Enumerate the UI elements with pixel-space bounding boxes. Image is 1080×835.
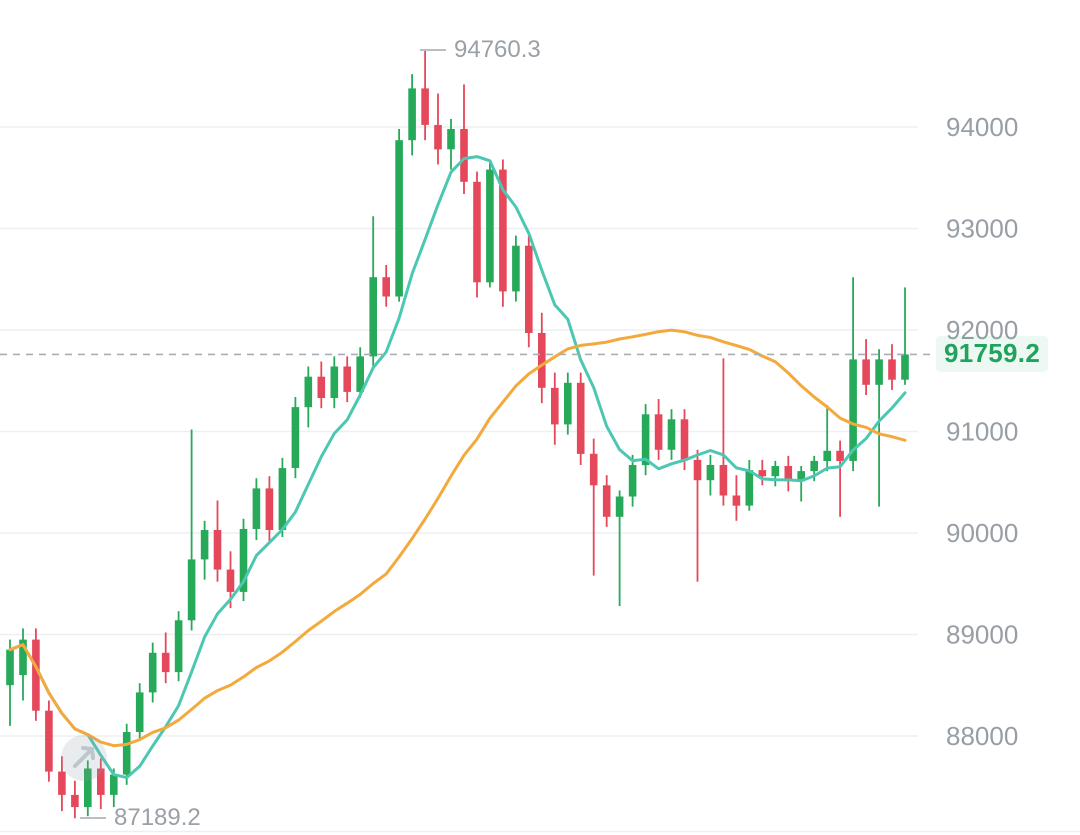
- candle-down: [888, 359, 896, 380]
- candle-up: [745, 470, 754, 506]
- session-low-annotation: 87189.2: [80, 803, 201, 833]
- candle-up: [849, 359, 857, 461]
- candle-down: [161, 652, 170, 673]
- candle-up: [810, 460, 818, 472]
- candle-down: [589, 453, 598, 486]
- candle-down: [654, 414, 663, 450]
- y-axis-tick-label: 90000: [946, 518, 1018, 548]
- exchange-watermark-icon: [58, 732, 110, 784]
- session-high-annotation: 94760.3: [420, 35, 541, 65]
- candle-up: [239, 529, 248, 592]
- candle-up: [875, 359, 883, 385]
- candle-down: [58, 771, 66, 795]
- candle-up: [148, 652, 157, 693]
- candle-up: [200, 530, 209, 560]
- candle-up: [641, 414, 650, 466]
- candle-down: [784, 466, 793, 482]
- candle-up: [823, 450, 831, 461]
- candle-down: [862, 359, 870, 385]
- candle-down: [473, 181, 481, 283]
- y-axis-tick-label: 92000: [946, 315, 1018, 345]
- y-axis-tick-label: 91000: [946, 417, 1018, 447]
- ma-fast-line: [8, 155, 907, 780]
- candle-down: [382, 277, 390, 297]
- candle-down: [434, 125, 442, 150]
- candle-up: [6, 649, 14, 686]
- candle-up: [291, 407, 300, 468]
- candle-up: [797, 471, 805, 482]
- candle-down: [499, 169, 507, 292]
- candle-down: [265, 488, 274, 530]
- candle-up: [486, 169, 494, 283]
- candle-down: [32, 639, 40, 711]
- candle-down: [421, 88, 429, 125]
- candle-up: [122, 732, 131, 775]
- y-axis-tick-label: 89000: [946, 620, 1018, 650]
- candle-down: [343, 366, 351, 392]
- candle-down: [576, 382, 585, 454]
- candle-up: [667, 419, 676, 450]
- candle-up: [447, 129, 455, 150]
- candle-down: [732, 495, 741, 506]
- candle-down: [525, 245, 533, 333]
- candle-up: [706, 465, 715, 481]
- candle-up: [512, 245, 520, 292]
- candle-up: [252, 488, 261, 529]
- candle-up: [408, 88, 416, 141]
- candle-down: [45, 710, 53, 772]
- candle-down: [758, 470, 767, 477]
- candle-up: [628, 465, 637, 497]
- candle-up: [135, 692, 144, 732]
- session-low-value: 87189.2: [114, 804, 201, 832]
- candle-down: [213, 530, 222, 570]
- y-axis-tick-label: 94000: [946, 112, 1018, 142]
- candle-down: [460, 129, 468, 182]
- low-marker-line: [80, 817, 106, 820]
- candle-up: [615, 496, 624, 517]
- last-price-badge: 91759.2: [936, 336, 1049, 373]
- candle-down: [836, 450, 844, 461]
- candle-up: [369, 277, 377, 357]
- session-high-value: 94760.3: [454, 35, 541, 63]
- candle-down: [317, 376, 326, 398]
- ma-slow-line: [8, 328, 907, 748]
- y-axis-tick-label: 88000: [946, 721, 1018, 751]
- candle-up: [330, 366, 339, 398]
- candle-up: [356, 356, 364, 392]
- candle-up: [304, 376, 313, 408]
- high-marker-line: [420, 48, 446, 51]
- candle-down: [693, 459, 702, 481]
- candle-down: [71, 794, 79, 808]
- y-axis-tick-label: 93000: [946, 214, 1018, 244]
- candle-down: [551, 387, 559, 425]
- candle-up: [84, 768, 92, 808]
- candle-up: [174, 620, 183, 673]
- candle-down: [602, 485, 611, 517]
- candle-down: [97, 768, 105, 795]
- last-price-value: 91759.2: [944, 338, 1041, 369]
- candle-up: [187, 559, 196, 621]
- candle-up: [19, 639, 27, 676]
- candle-up: [395, 140, 403, 297]
- candle-down: [680, 419, 689, 460]
- candle-up: [564, 382, 572, 425]
- candle-down: [226, 569, 235, 592]
- candle-down: [719, 465, 728, 496]
- candle-up: [771, 466, 780, 477]
- candle-down: [538, 333, 546, 388]
- candle-up: [278, 468, 287, 530]
- candle-up: [901, 354, 909, 380]
- candle-up: [110, 774, 118, 795]
